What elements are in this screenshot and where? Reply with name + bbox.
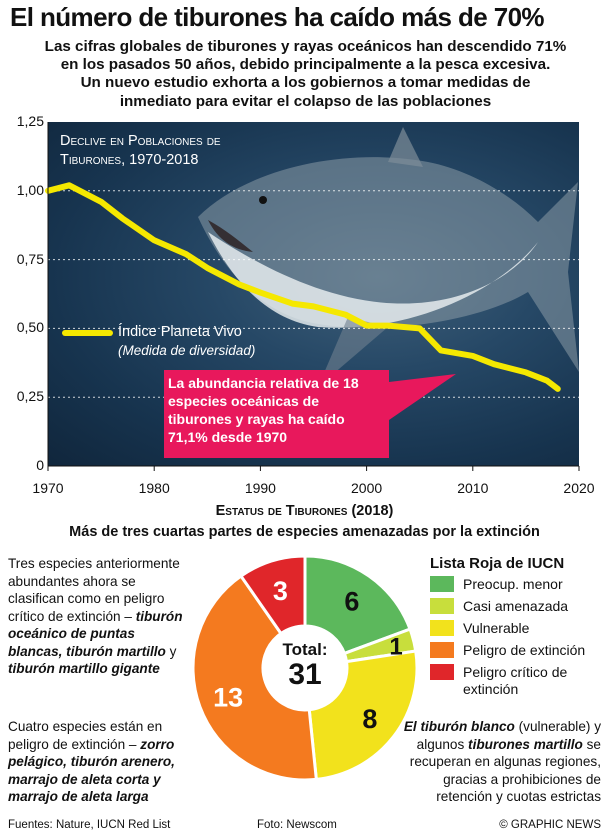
- panel-title-line: Tiburones, 1970-2018: [60, 152, 199, 168]
- subtitle-line: en los pasados 50 años, debido principal…: [60, 56, 551, 74]
- donut-hole: [263, 626, 347, 710]
- donut-slice-label: 1: [389, 633, 402, 660]
- x-tick-label: 2020: [563, 480, 595, 496]
- panel-title-line: Declive en Poblaciones de: [60, 133, 221, 149]
- donut-chart: 6 1 8 13 3: [191, 554, 419, 782]
- footer-credit: © GRAPHIC NEWS: [499, 819, 601, 831]
- x-tick-marks: [47, 466, 580, 471]
- donut-total-value: 31: [288, 658, 322, 691]
- text-plain: Cuatro especies están en peligro de exti…: [8, 719, 163, 752]
- y-tick-label: 0: [36, 457, 44, 473]
- legend-label: Peligro crítico de extinción: [463, 664, 568, 697]
- legend-label: Vulnerable: [463, 620, 530, 636]
- donut-slice-label: 3: [273, 576, 288, 606]
- footer-sources: Fuentes: Nature, IUCN Red List: [8, 819, 171, 831]
- panel-title: Declive en Poblaciones de Tiburones, 197…: [60, 132, 221, 170]
- donut-slice-label: 13: [213, 682, 243, 712]
- y-tick-label: 0,75: [16, 250, 44, 267]
- footer-photo: Foto: Newscom: [257, 819, 337, 831]
- text-plain: Tres especies anteriormente abundantes a…: [8, 556, 180, 624]
- legend-swatch: [430, 576, 454, 592]
- callout-box: [164, 370, 456, 458]
- recovery-text: El tiburón blanco (vulnerable) y algunos…: [396, 718, 601, 806]
- x-tick-label: 1980: [138, 480, 170, 496]
- text-bold: tiburón martillo gigante: [8, 661, 160, 676]
- subtitle: Las cifras globales de tiburones y rayas…: [8, 38, 603, 111]
- legend-label: Peligro de extinción: [463, 642, 586, 658]
- x-tick-label: 2000: [351, 480, 383, 496]
- text-plain: se recuperan en algunas regiones, gracia…: [409, 736, 601, 805]
- page-title: El número de tiburones ha caído más de 7…: [10, 2, 545, 32]
- y-tick-label: 0,50: [16, 319, 44, 336]
- section-subtitle: Más de tres cuartas partes de especies a…: [69, 524, 540, 540]
- subtitle-line: inmediato para evitar el colapso de las …: [119, 92, 492, 110]
- series-line-planeta-vivo: [45, 182, 561, 392]
- text-plain: y: [165, 643, 177, 659]
- line-chart: [45, 122, 580, 471]
- text-bold: tiburones martillo: [468, 736, 583, 752]
- legend-sublabel: (Medida de diversidad): [118, 343, 256, 358]
- callout-text: La abundancia relativa de 18 especies oc…: [168, 375, 359, 445]
- donut-slice-label: 6: [344, 587, 359, 617]
- text-bold: tiburón oceánico de puntas blancas, tibu…: [8, 608, 183, 659]
- text-plain: (vulnerable) y algunos: [416, 719, 601, 752]
- legend-label: Casi amenazada: [463, 598, 569, 614]
- subtitle-line: Un nuevo estudio exhorta a los gobiernos…: [80, 74, 531, 92]
- legend-label: Índice Planeta Vivo: [118, 324, 242, 340]
- y-tick-label: 0,25: [16, 388, 44, 405]
- text-bold: zorro pelágico, tiburón arenero, marrajo…: [8, 736, 175, 805]
- donut-total-label: Total:: [282, 640, 328, 659]
- text-bold: El tiburón blanco: [403, 719, 515, 734]
- subtitle-line: Las cifras globales de tiburones y rayas…: [44, 38, 567, 55]
- x-tick-label: 2010: [457, 480, 489, 496]
- legend-swatch: [430, 642, 454, 658]
- iucn-legend-title: Lista Roja de IUCN: [430, 555, 565, 572]
- donut-slice-label: 8: [362, 704, 377, 734]
- legend-swatch: [430, 620, 454, 636]
- y-tick-label: 1,25: [16, 113, 44, 129]
- legend-swatch: [430, 664, 454, 680]
- endangered-species-text: Cuatro especies están en peligro de exti…: [8, 718, 183, 806]
- y-tick-label: 1,00: [16, 181, 44, 198]
- critical-species-text: Tres especies anteriormente abundantes a…: [8, 555, 183, 678]
- section-title: Estatus de Tiburones (2018): [215, 503, 394, 519]
- x-tick-label: 1970: [32, 480, 64, 496]
- legend-label: Preocup. menor: [463, 576, 563, 592]
- x-tick-label: 1990: [244, 480, 276, 496]
- legend-swatch: [430, 598, 454, 614]
